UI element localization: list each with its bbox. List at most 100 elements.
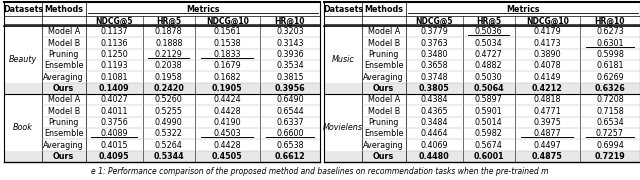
Text: Model A: Model A bbox=[47, 95, 80, 104]
Text: 0.4464: 0.4464 bbox=[420, 129, 448, 138]
Text: 0.1538: 0.1538 bbox=[214, 39, 241, 48]
Text: 0.6273: 0.6273 bbox=[596, 27, 624, 36]
Text: 0.5344: 0.5344 bbox=[154, 152, 184, 161]
Text: 0.4505: 0.4505 bbox=[212, 152, 243, 161]
Text: Movielens: Movielens bbox=[323, 123, 363, 132]
Text: 0.3484: 0.3484 bbox=[420, 118, 448, 127]
Text: Pruning: Pruning bbox=[369, 50, 399, 59]
Text: 0.5014: 0.5014 bbox=[475, 118, 502, 127]
Text: Book: Book bbox=[13, 123, 33, 132]
Text: 0.6490: 0.6490 bbox=[276, 95, 304, 104]
Text: 0.2038: 0.2038 bbox=[155, 61, 182, 70]
Text: 0.1679: 0.1679 bbox=[213, 61, 241, 70]
Text: 0.4212: 0.4212 bbox=[532, 84, 563, 93]
Text: 0.4990: 0.4990 bbox=[155, 118, 182, 127]
Text: 0.4497: 0.4497 bbox=[533, 141, 561, 150]
Text: 0.1409: 0.1409 bbox=[99, 84, 129, 93]
Text: 0.4428: 0.4428 bbox=[214, 107, 241, 116]
Text: 0.5674: 0.5674 bbox=[475, 141, 502, 150]
Text: Ours: Ours bbox=[373, 84, 394, 93]
Text: 0.4480: 0.4480 bbox=[419, 152, 450, 161]
Text: 0.6181: 0.6181 bbox=[596, 61, 624, 70]
Text: 0.5034: 0.5034 bbox=[475, 39, 502, 48]
Text: Model A: Model A bbox=[367, 27, 400, 36]
Text: e 1: Performance comparison of the proposed method and baselines on recommendati: e 1: Performance comparison of the propo… bbox=[92, 168, 548, 177]
Text: 0.1250: 0.1250 bbox=[100, 50, 128, 59]
Text: Ensemble: Ensemble bbox=[364, 61, 403, 70]
Text: 0.4428: 0.4428 bbox=[214, 141, 241, 150]
Text: 0.4424: 0.4424 bbox=[214, 95, 241, 104]
Text: 0.5901: 0.5901 bbox=[475, 107, 502, 116]
Text: 0.4149: 0.4149 bbox=[534, 73, 561, 82]
Text: 0.4882: 0.4882 bbox=[475, 61, 502, 70]
Bar bbox=[324, 151, 640, 162]
Text: 0.3756: 0.3756 bbox=[100, 118, 128, 127]
Text: Ensemble: Ensemble bbox=[364, 129, 403, 138]
Text: Ours: Ours bbox=[373, 152, 394, 161]
Text: Metrics: Metrics bbox=[186, 4, 220, 14]
Text: 0.4027: 0.4027 bbox=[100, 95, 128, 104]
Bar bbox=[324, 83, 640, 94]
Text: 0.3805: 0.3805 bbox=[419, 84, 450, 93]
Text: 0.6301: 0.6301 bbox=[596, 39, 624, 48]
Text: 0.6544: 0.6544 bbox=[276, 107, 304, 116]
Text: 0.3534: 0.3534 bbox=[276, 61, 304, 70]
Text: 0.4179: 0.4179 bbox=[533, 27, 561, 36]
Text: 0.4365: 0.4365 bbox=[420, 107, 448, 116]
Text: NDCG@5: NDCG@5 bbox=[95, 16, 133, 26]
Text: 0.6326: 0.6326 bbox=[595, 84, 625, 93]
Text: Averaging: Averaging bbox=[364, 73, 404, 82]
Text: 0.5064: 0.5064 bbox=[474, 84, 504, 93]
Text: 0.5260: 0.5260 bbox=[155, 95, 182, 104]
Text: 0.4069: 0.4069 bbox=[420, 141, 448, 150]
Text: HR@5: HR@5 bbox=[156, 16, 181, 26]
Text: 0.4089: 0.4089 bbox=[100, 129, 128, 138]
Text: 0.6538: 0.6538 bbox=[276, 141, 304, 150]
Text: 0.6001: 0.6001 bbox=[474, 152, 504, 161]
Text: Model B: Model B bbox=[47, 107, 80, 116]
Text: 0.7208: 0.7208 bbox=[596, 95, 624, 104]
Text: 0.5255: 0.5255 bbox=[155, 107, 183, 116]
Text: 0.3975: 0.3975 bbox=[533, 118, 561, 127]
Text: 0.4727: 0.4727 bbox=[475, 50, 503, 59]
Text: Averaging: Averaging bbox=[44, 141, 84, 150]
Text: Averaging: Averaging bbox=[364, 141, 404, 150]
Text: 0.7158: 0.7158 bbox=[596, 107, 624, 116]
Text: 0.1905: 0.1905 bbox=[212, 84, 243, 93]
Text: 0.6612: 0.6612 bbox=[275, 152, 305, 161]
Text: Metrics: Metrics bbox=[506, 4, 540, 14]
Text: 0.4771: 0.4771 bbox=[533, 107, 561, 116]
Text: 0.4877: 0.4877 bbox=[533, 129, 561, 138]
Text: 0.6600: 0.6600 bbox=[276, 129, 304, 138]
Text: 0.3763: 0.3763 bbox=[420, 39, 448, 48]
Text: 0.6994: 0.6994 bbox=[596, 141, 624, 150]
Text: Pruning: Pruning bbox=[49, 50, 79, 59]
Bar bbox=[4, 83, 320, 94]
Text: 0.4384: 0.4384 bbox=[420, 95, 448, 104]
Text: 0.1193: 0.1193 bbox=[100, 61, 128, 70]
Text: 0.3890: 0.3890 bbox=[534, 50, 561, 59]
Text: 0.3143: 0.3143 bbox=[276, 39, 304, 48]
Text: 0.5036: 0.5036 bbox=[475, 27, 502, 36]
Text: Datasets: Datasets bbox=[3, 4, 43, 14]
Bar bbox=[4, 151, 320, 162]
Text: NDCG@5: NDCG@5 bbox=[415, 16, 453, 26]
Text: Model B: Model B bbox=[367, 39, 400, 48]
Text: Model B: Model B bbox=[47, 39, 80, 48]
Text: HR@10: HR@10 bbox=[595, 16, 625, 26]
Text: Averaging: Averaging bbox=[44, 73, 84, 82]
Text: 0.5998: 0.5998 bbox=[596, 50, 624, 59]
Text: 0.4190: 0.4190 bbox=[214, 118, 241, 127]
Text: 0.1888: 0.1888 bbox=[155, 39, 182, 48]
Text: 0.3779: 0.3779 bbox=[420, 27, 448, 36]
Text: 0.3480: 0.3480 bbox=[420, 50, 448, 59]
Text: Music: Music bbox=[332, 55, 355, 64]
Text: Pruning: Pruning bbox=[49, 118, 79, 127]
Text: 0.5030: 0.5030 bbox=[475, 73, 502, 82]
Text: HR@10: HR@10 bbox=[275, 16, 305, 26]
Text: Ours: Ours bbox=[53, 152, 74, 161]
Text: 0.4503: 0.4503 bbox=[214, 129, 241, 138]
Text: Ensemble: Ensemble bbox=[44, 61, 83, 70]
Text: Datasets: Datasets bbox=[323, 4, 363, 14]
Text: Model B: Model B bbox=[367, 107, 400, 116]
